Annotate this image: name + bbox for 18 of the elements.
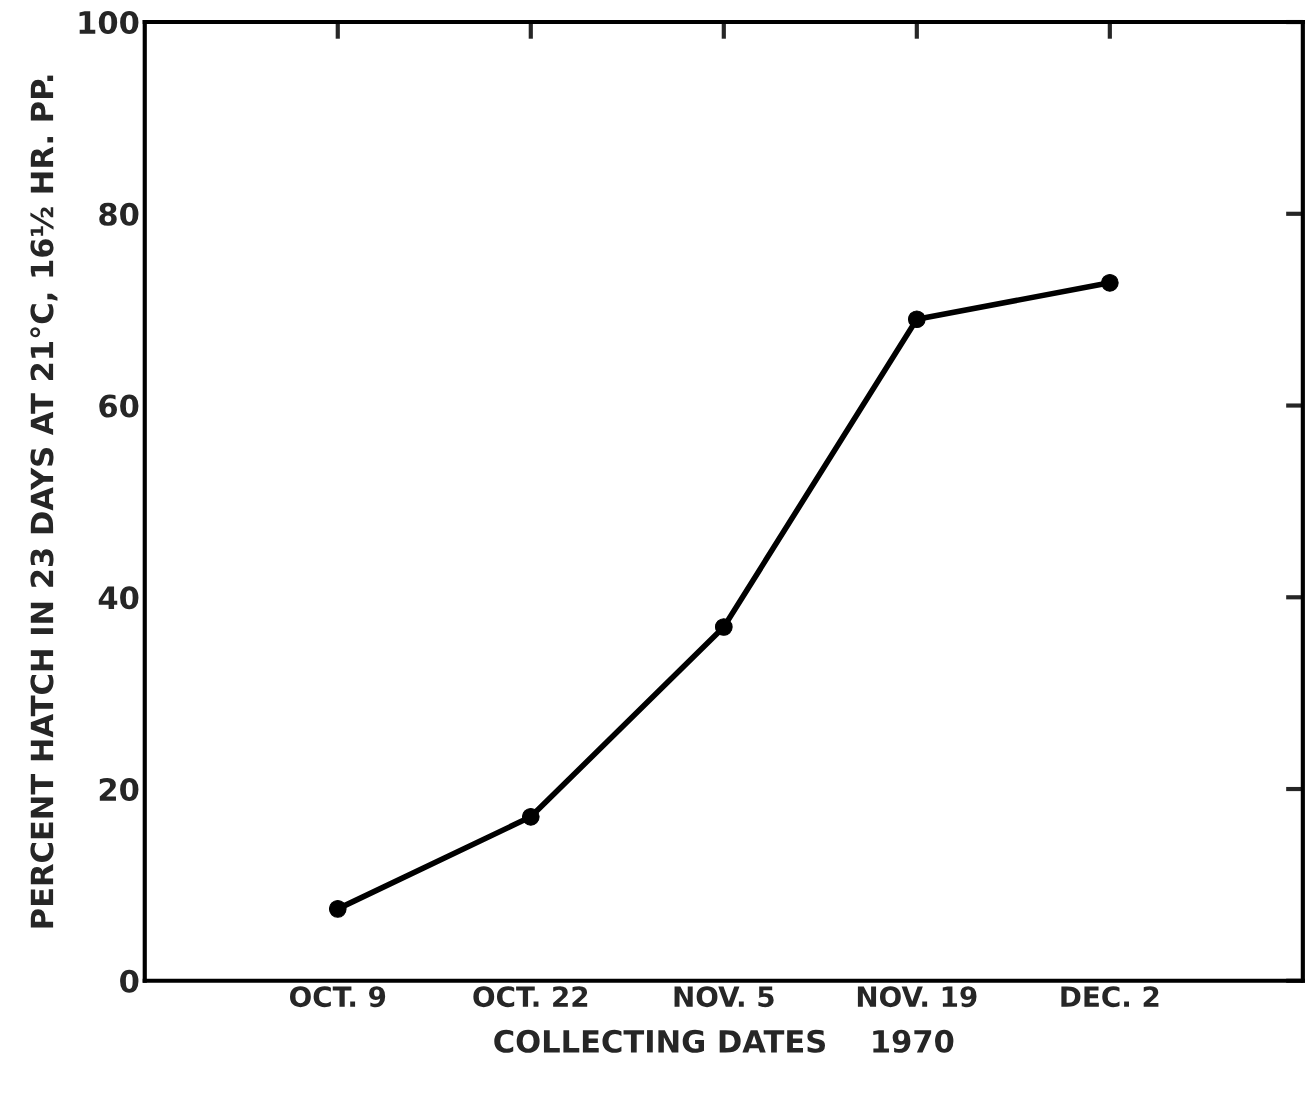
point (714, 618, 733, 636)
y-tick-label: 40 (98, 586, 139, 610)
x-axis-title: COLLECTING DATES 1970 (494, 1029, 954, 1053)
x-tick-label: OCT. 22 (473, 986, 588, 1008)
y-tick-label: 0 (120, 969, 139, 993)
x-tick-label: NOV. 5 (674, 986, 774, 1008)
point (328, 900, 347, 918)
x-tick-label: NOV. 19 (857, 986, 977, 1008)
y-tick-label: 80 (99, 202, 139, 226)
y-tick-label: 100 (79, 10, 139, 35)
y-tick-label: 60 (99, 394, 139, 418)
y-tick-label: 20 (99, 777, 139, 802)
point (521, 807, 540, 826)
point (1100, 273, 1119, 292)
x-tick-label: DEC. 2 (1061, 986, 1159, 1008)
y-axis-title: PERCENT HATCH IN 23 DAYS AT 21°C, 16½ HR. PP. (30, 75, 58, 928)
x-tick-label: OCT. 9 (290, 986, 386, 1008)
point (907, 310, 926, 329)
